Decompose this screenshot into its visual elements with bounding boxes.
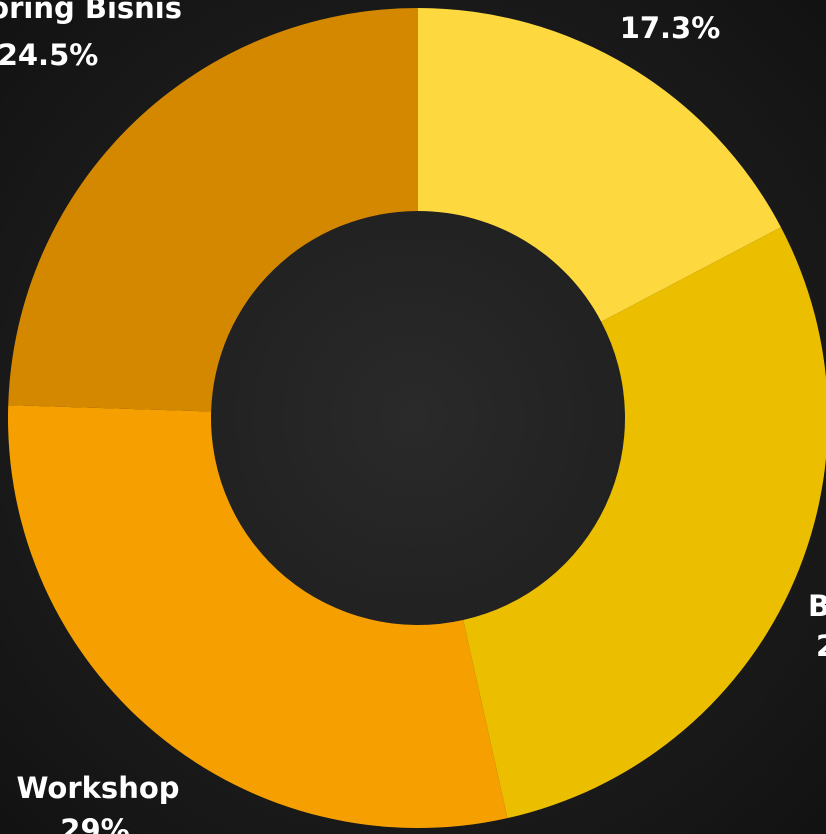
value-label: 17.3% bbox=[620, 11, 721, 45]
page: 17.3%B2Workshop29%oring Bisnis24.5% (() … bbox=[0, 0, 826, 834]
segment-label: B bbox=[808, 589, 826, 623]
segment-label: Workshop bbox=[16, 771, 179, 805]
chart: 17.3% B 2 Workshop 29% oring Bisnis 24.5% bbox=[0, 0, 826, 834]
segment-label: oring Bisnis bbox=[0, 0, 182, 25]
value-label: 2 bbox=[816, 629, 826, 663]
value-label: 24.5% bbox=[0, 38, 98, 72]
value-label: 29% bbox=[60, 813, 129, 834]
